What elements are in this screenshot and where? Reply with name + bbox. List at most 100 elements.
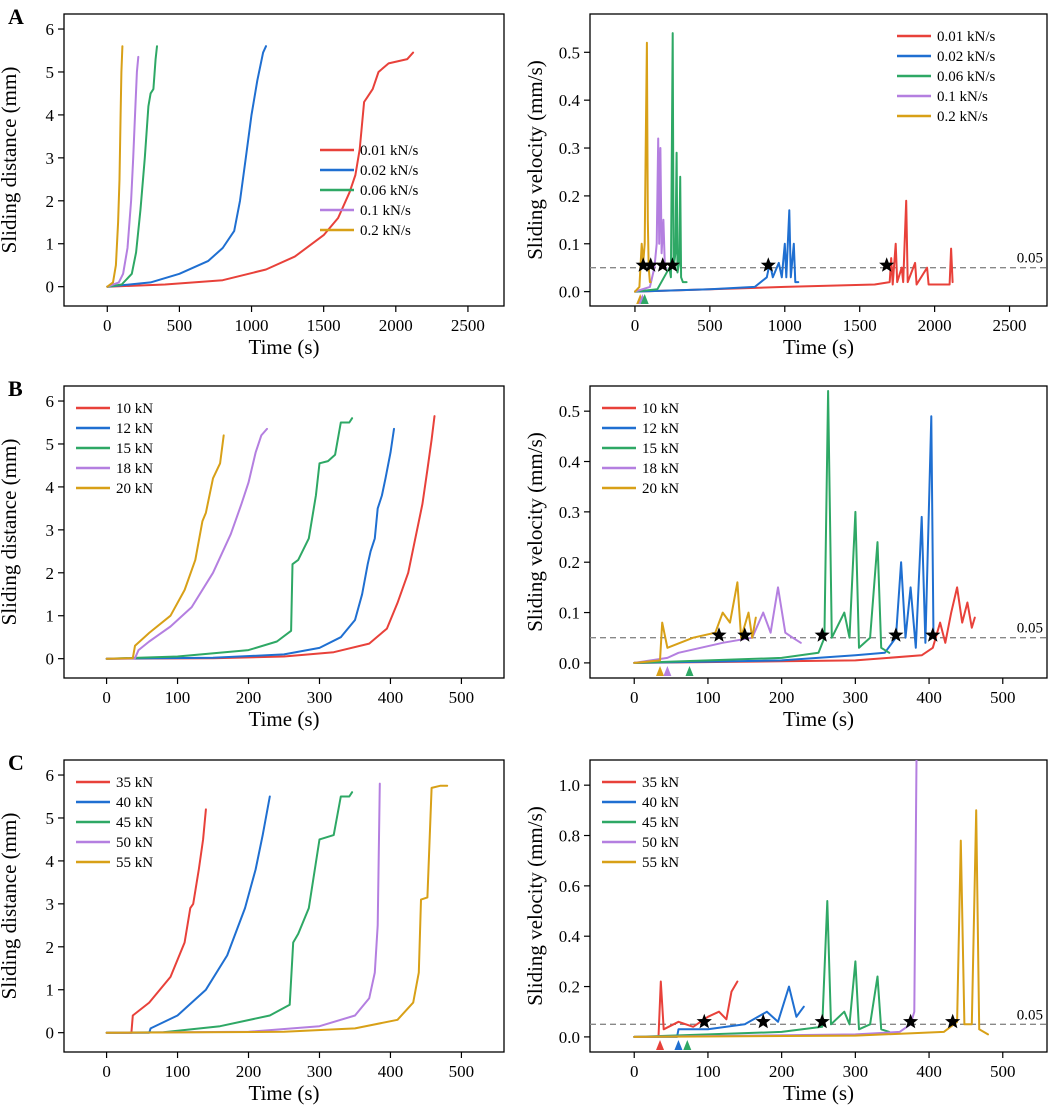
legend-label: 55 kN — [642, 855, 679, 871]
legend-label: 35 kN — [642, 775, 679, 791]
series-line-0-01-kn-s — [634, 199, 954, 293]
series-line-0-06-kn-s — [106, 45, 158, 288]
x-tick-label: 200 — [769, 1062, 795, 1081]
series-line-0-1-kn-s — [634, 137, 668, 293]
star-marker — [760, 257, 776, 272]
x-tick-label: 400 — [916, 688, 942, 707]
star-marker — [925, 627, 941, 642]
y-tick-label: 0 — [46, 278, 55, 297]
y-tick-label: 6 — [46, 766, 55, 785]
star-marker — [696, 1013, 712, 1029]
x-axis-label: Time (s) — [783, 707, 854, 731]
series-line-18-kn — [105, 427, 268, 660]
legend: 35 kN 40 kN 45 kN 50 kN 55 kN — [602, 775, 679, 871]
series-line-50-kn — [105, 782, 381, 1034]
y-axis-label: Sliding distance (mm) — [0, 439, 21, 626]
series-line-20-kn — [633, 581, 757, 664]
y-tick-label: 0.1 — [559, 604, 580, 623]
panel-letter: C — [8, 750, 24, 775]
star-marker — [814, 627, 830, 642]
series-line-12-kn — [105, 427, 395, 660]
x-axis-label: Time (s) — [783, 1081, 854, 1105]
y-tick-label: 0.0 — [559, 654, 580, 673]
x-tick-label: 500 — [990, 688, 1016, 707]
y-tick-label: 0.2 — [559, 187, 580, 206]
star-marker — [755, 1013, 771, 1029]
onset-triangle-marker — [656, 666, 665, 676]
onset-triangle-marker — [663, 666, 672, 676]
y-tick-label: 3 — [46, 149, 55, 168]
onset-triangle-marker — [685, 666, 694, 676]
series-line-15-kn — [105, 417, 354, 660]
threshold-label: 0.05 — [1017, 1007, 1043, 1023]
panel-b-velocity: 0 100 200 300 400 500 0.0 0.1 0.2 0.3 0.4 0.5 Time (… — [523, 385, 1048, 731]
x-axis-label: Time (s) — [783, 335, 854, 359]
legend-label: 40 kN — [642, 795, 679, 811]
y-tick-label: 0 — [46, 1024, 55, 1043]
legend-label: 0.2 kN/s — [360, 223, 411, 239]
series-line-55-kn — [633, 809, 989, 1038]
legend-label: 0.01 kN/s — [937, 29, 996, 45]
x-tick-label: 300 — [843, 688, 869, 707]
y-tick-label: 1 — [46, 607, 55, 626]
y-axis-label: Sliding distance (mm) — [0, 67, 21, 254]
x-tick-label: 300 — [307, 1062, 333, 1081]
x-tick-label: 0 — [631, 316, 640, 335]
y-tick-label: 4 — [46, 852, 55, 871]
x-tick-label: 400 — [916, 1062, 942, 1081]
legend-label: 50 kN — [116, 835, 153, 851]
legend-label: 0.2 kN/s — [937, 109, 988, 125]
x-tick-label: 1500 — [843, 316, 877, 335]
y-tick-label: 1 — [46, 235, 55, 254]
y-axis-label: Sliding velocity (mm/s) — [523, 60, 547, 260]
legend-label: 0.1 kN/s — [937, 89, 988, 105]
x-tick-label: 500 — [167, 316, 193, 335]
y-tick-label: 0 — [46, 650, 55, 669]
legend-label: 12 kN — [642, 421, 679, 437]
x-tick-label: 500 — [449, 1062, 475, 1081]
x-tick-label: 200 — [236, 688, 262, 707]
x-tick-label: 100 — [695, 1062, 721, 1081]
plot-frame — [63, 13, 505, 307]
legend: 35 kN 40 kN 45 kN 50 kN 55 kN — [76, 775, 153, 871]
threshold-label: 0.05 — [1017, 621, 1043, 637]
legend-label: 35 kN — [116, 775, 153, 791]
plot-frame — [63, 385, 505, 679]
y-tick-label: 5 — [46, 63, 55, 82]
series-line-55-kn — [105, 784, 449, 1034]
panel-letter: B — [8, 376, 23, 401]
y-tick-label: 0.0 — [559, 283, 580, 302]
y-tick-label: 0.4 — [559, 91, 581, 110]
x-tick-label: 2000 — [918, 316, 952, 335]
legend-label: 20 kN — [642, 481, 679, 497]
legend: 10 kN 12 kN 15 kN 18 kN 20 kN — [602, 401, 679, 497]
legend: 10 kN 12 kN 15 kN 18 kN 20 kN — [76, 401, 153, 497]
y-tick-label: 0.1 — [559, 235, 580, 254]
x-tick-label: 1000 — [235, 316, 269, 335]
star-marker — [879, 257, 895, 272]
x-tick-label: 300 — [843, 1062, 869, 1081]
series-line-18-kn — [633, 586, 802, 664]
series-group — [106, 45, 415, 288]
x-tick-label: 500 — [990, 1062, 1016, 1081]
x-tick-label: 0 — [103, 316, 112, 335]
series-line-15-kn — [633, 390, 891, 664]
x-axis-label: Time (s) — [249, 1081, 320, 1105]
y-tick-label: 1 — [46, 981, 55, 1000]
y-tick-label: 4 — [46, 478, 55, 497]
x-tick-label: 200 — [236, 1062, 262, 1081]
series-line-12-kn — [633, 415, 935, 664]
y-tick-label: 0.5 — [559, 43, 580, 62]
legend-label: 15 kN — [642, 441, 679, 457]
x-tick-label: 300 — [307, 688, 333, 707]
series-line-0-01-kn-s — [106, 51, 415, 288]
star-marker — [945, 1013, 961, 1029]
star-marker — [635, 257, 651, 272]
star-marker — [664, 257, 680, 272]
y-tick-label: 0.6 — [559, 877, 580, 896]
series-line-10-kn — [105, 415, 436, 660]
y-tick-label: 4 — [46, 106, 55, 125]
y-tick-label: 0.3 — [559, 503, 580, 522]
panel-b-distance: B 0 100 200 300 400 500 0 1 2 3 4 5 6 Time (s) Sliding … — [0, 376, 505, 731]
